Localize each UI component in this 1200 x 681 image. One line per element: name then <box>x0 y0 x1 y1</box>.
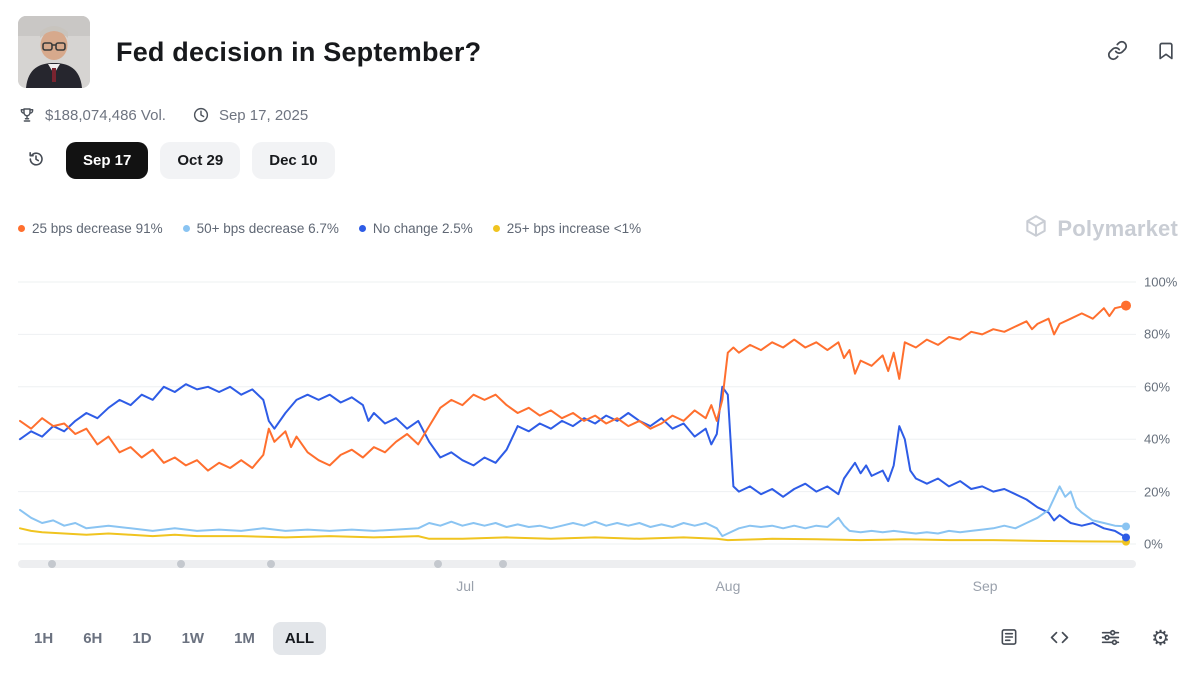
legend-value: 6.7% <box>308 221 339 236</box>
legend-label: No change <box>372 221 439 236</box>
timeline-marker[interactable] <box>47 560 56 568</box>
legend-dot <box>18 225 25 232</box>
polymarket-watermark: Polymarket <box>1023 213 1182 244</box>
volume-stat: $188,074,486 Vol. <box>18 106 166 124</box>
x-axis-labels: Jul Aug Sep <box>18 578 1136 598</box>
legend-label: 50+ bps decrease <box>196 221 305 236</box>
end-date-value: Sep 17, 2025 <box>218 106 309 124</box>
watermark-text: Polymarket <box>1057 215 1178 241</box>
bookmark-icon <box>1156 41 1176 64</box>
y-axis-tick: 100% <box>1144 274 1178 290</box>
range-button-1w[interactable]: 1W <box>170 622 217 655</box>
clock-icon <box>192 106 210 124</box>
y-axis-tick: 0% <box>1144 536 1163 552</box>
chart-wrap: 100% 80% 60% 40% 20% 0% Jul Aug Sep <box>18 266 1182 598</box>
y-axis-tick: 40% <box>1144 431 1171 447</box>
x-axis-tick: Aug <box>715 578 741 594</box>
history-clock-icon <box>26 149 46 172</box>
end-date-stat: Sep 17, 2025 <box>192 106 308 124</box>
date-tab-oct-29[interactable]: Oct 29 <box>160 142 241 179</box>
sliders-icon <box>1100 627 1121 651</box>
stats-row: $188,074,486 Vol. Sep 17, 2025 <box>18 106 1182 124</box>
chart-settings-button[interactable] <box>1100 627 1121 651</box>
range-button-1h[interactable]: 1H <box>22 622 65 655</box>
polymarket-logo-icon <box>1023 213 1049 244</box>
range-button-1m[interactable]: 1M <box>222 622 267 655</box>
timeline-marker[interactable] <box>266 560 275 568</box>
legend-item-25bps-decrease[interactable]: 25 bps decrease 91% <box>18 221 163 236</box>
legend-label: 25 bps decrease <box>32 221 132 236</box>
y-axis-tick: 60% <box>1144 379 1171 395</box>
series-endpoint-dot <box>1122 522 1130 531</box>
legend-value: 91% <box>135 221 163 236</box>
header-actions <box>1107 40 1182 64</box>
x-axis-tick: Jul <box>456 578 475 594</box>
date-tab-dec-10[interactable]: Dec 10 <box>252 142 335 179</box>
timeline-marker[interactable] <box>177 560 186 568</box>
legend-value: <1% <box>613 221 642 236</box>
range-button-1d[interactable]: 1D <box>120 622 163 655</box>
series-endpoint-dot <box>1121 300 1131 311</box>
timeline-marker[interactable] <box>434 560 443 568</box>
legend-value: 2.5% <box>441 221 473 236</box>
range-button-all[interactable]: ALL <box>272 622 327 655</box>
y-axis-labels: 100% 80% 60% 40% 20% 0% <box>1136 266 1182 554</box>
legend-dot <box>358 225 366 232</box>
copy-link-button[interactable] <box>1107 40 1128 64</box>
legend-dot <box>492 225 500 232</box>
y-axis-tick: 20% <box>1144 484 1171 500</box>
embed-button[interactable] <box>1049 627 1070 651</box>
series-line-no-change <box>19 383 1127 539</box>
trophy-icon <box>18 106 36 124</box>
price-chart-plot[interactable] <box>18 266 1136 554</box>
footer-icons: ⚙ <box>999 627 1178 651</box>
legend-label: 25+ bps increase <box>506 221 610 236</box>
avatar-placeholder-image <box>18 16 90 88</box>
date-tab-sep-17[interactable]: Sep 17 <box>66 142 149 179</box>
timeline-marker[interactable] <box>499 560 508 568</box>
page-title: Fed decision in September? <box>116 36 482 67</box>
legend-row: 25 bps decrease 91% 50+ bps decrease 6.7… <box>18 213 1182 244</box>
history-button[interactable] <box>18 143 54 179</box>
time-range-group: 1H 6H 1D 1W 1M ALL <box>22 622 327 655</box>
legend-item-50bps-decrease[interactable]: 50+ bps decrease 6.7% <box>182 221 339 236</box>
timeline-scrubber[interactable] <box>18 560 1136 568</box>
news-button[interactable] <box>999 627 1019 650</box>
chart-footer: 1H 6H 1D 1W 1M ALL <box>18 622 1182 655</box>
volume-value: $188,074,486 Vol. <box>45 106 166 124</box>
series-line-25-bps-increase <box>19 527 1127 543</box>
series-endpoint-dot <box>1122 533 1130 542</box>
bookmark-button[interactable] <box>1156 41 1176 64</box>
y-axis-tick: 80% <box>1144 326 1171 342</box>
date-tabs-row: Sep 17 Oct 29 Dec 10 <box>18 142 1182 179</box>
series-line-25-bps-decrease <box>19 304 1127 472</box>
market-page: Fed decision in September? <box>18 16 1182 655</box>
range-button-6h[interactable]: 6H <box>71 622 114 655</box>
market-avatar <box>18 16 90 88</box>
legend-item-25bps-increase[interactable]: 25+ bps increase <1% <box>492 221 642 236</box>
legend-item-no-change[interactable]: No change 2.5% <box>358 221 473 236</box>
series-line-50-bps-decrease <box>19 485 1127 538</box>
news-document-icon <box>999 627 1019 650</box>
x-axis-tick: Sep <box>972 578 998 594</box>
link-icon <box>1107 40 1128 64</box>
settings-button[interactable]: ⚙ <box>1151 628 1170 649</box>
chart-legend: 25 bps decrease 91% 50+ bps decrease 6.7… <box>18 221 1023 236</box>
gear-icon: ⚙ <box>1151 627 1170 650</box>
legend-dot <box>182 225 190 232</box>
market-header: Fed decision in September? <box>18 16 1182 88</box>
code-icon <box>1049 627 1070 651</box>
